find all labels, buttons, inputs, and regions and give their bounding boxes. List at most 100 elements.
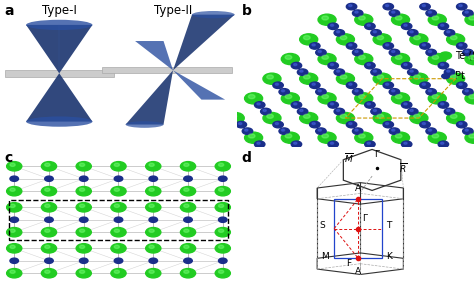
Circle shape [389, 49, 400, 56]
Circle shape [149, 217, 157, 222]
Circle shape [383, 82, 393, 88]
Circle shape [383, 4, 393, 10]
Circle shape [219, 229, 224, 232]
Circle shape [439, 52, 451, 59]
Circle shape [257, 142, 260, 144]
Circle shape [293, 103, 297, 105]
Circle shape [367, 103, 370, 105]
Circle shape [181, 268, 196, 278]
Circle shape [76, 227, 91, 237]
Circle shape [7, 227, 22, 237]
Circle shape [401, 62, 412, 69]
Circle shape [291, 141, 301, 147]
Circle shape [392, 11, 395, 13]
Circle shape [373, 31, 376, 33]
Circle shape [41, 203, 56, 212]
Circle shape [414, 75, 420, 79]
Circle shape [469, 55, 474, 59]
Circle shape [322, 95, 328, 99]
Circle shape [355, 14, 373, 25]
Circle shape [10, 217, 18, 222]
Circle shape [358, 55, 365, 59]
Circle shape [367, 142, 370, 144]
Circle shape [310, 43, 320, 49]
Circle shape [279, 88, 290, 95]
Circle shape [219, 163, 224, 166]
Circle shape [395, 95, 402, 99]
Circle shape [149, 270, 154, 273]
Circle shape [76, 203, 91, 212]
Circle shape [414, 114, 420, 118]
Bar [9, 200, 228, 240]
Circle shape [7, 162, 22, 171]
Circle shape [330, 64, 334, 66]
Circle shape [428, 11, 432, 13]
Circle shape [337, 31, 340, 33]
Circle shape [111, 203, 126, 212]
Circle shape [373, 70, 376, 72]
Circle shape [10, 258, 18, 263]
Circle shape [408, 30, 418, 36]
Circle shape [367, 64, 370, 66]
Circle shape [80, 245, 85, 248]
Circle shape [337, 113, 355, 124]
Circle shape [428, 14, 446, 25]
Circle shape [420, 4, 430, 10]
Circle shape [300, 73, 318, 84]
Circle shape [80, 176, 88, 181]
Circle shape [322, 16, 328, 20]
Polygon shape [126, 70, 173, 125]
Circle shape [297, 108, 308, 115]
Text: d: d [242, 151, 252, 165]
Circle shape [181, 203, 196, 212]
Circle shape [465, 11, 468, 13]
Circle shape [114, 163, 119, 166]
Circle shape [428, 129, 432, 131]
Circle shape [459, 5, 462, 7]
Circle shape [10, 245, 15, 248]
Circle shape [385, 122, 389, 125]
Circle shape [281, 132, 300, 143]
Circle shape [149, 245, 154, 248]
Circle shape [146, 162, 161, 171]
Circle shape [389, 88, 400, 95]
Circle shape [465, 132, 474, 143]
Circle shape [456, 4, 467, 10]
Polygon shape [173, 70, 225, 100]
Circle shape [355, 50, 358, 52]
Circle shape [346, 4, 357, 10]
Text: A: A [355, 184, 361, 193]
Text: K: K [386, 252, 392, 261]
Circle shape [389, 10, 400, 16]
Circle shape [300, 113, 318, 124]
Circle shape [45, 245, 50, 248]
Circle shape [318, 90, 321, 92]
Circle shape [318, 50, 321, 52]
Circle shape [358, 134, 365, 138]
Circle shape [303, 114, 310, 118]
Circle shape [300, 34, 318, 45]
Circle shape [76, 162, 91, 171]
Circle shape [322, 134, 328, 138]
Circle shape [371, 69, 381, 75]
Circle shape [385, 83, 389, 85]
Circle shape [80, 229, 85, 232]
Circle shape [322, 55, 328, 59]
Circle shape [293, 64, 297, 66]
Circle shape [184, 270, 189, 273]
Circle shape [184, 176, 192, 181]
Circle shape [444, 108, 455, 115]
Circle shape [7, 186, 22, 196]
Circle shape [318, 132, 336, 143]
Circle shape [330, 103, 334, 105]
Circle shape [459, 83, 462, 85]
Circle shape [456, 43, 467, 49]
Circle shape [447, 110, 450, 112]
Circle shape [438, 102, 448, 108]
Circle shape [428, 132, 446, 143]
Polygon shape [26, 25, 92, 73]
Circle shape [469, 95, 474, 99]
Circle shape [275, 83, 279, 85]
Circle shape [395, 134, 402, 138]
Circle shape [263, 110, 266, 112]
